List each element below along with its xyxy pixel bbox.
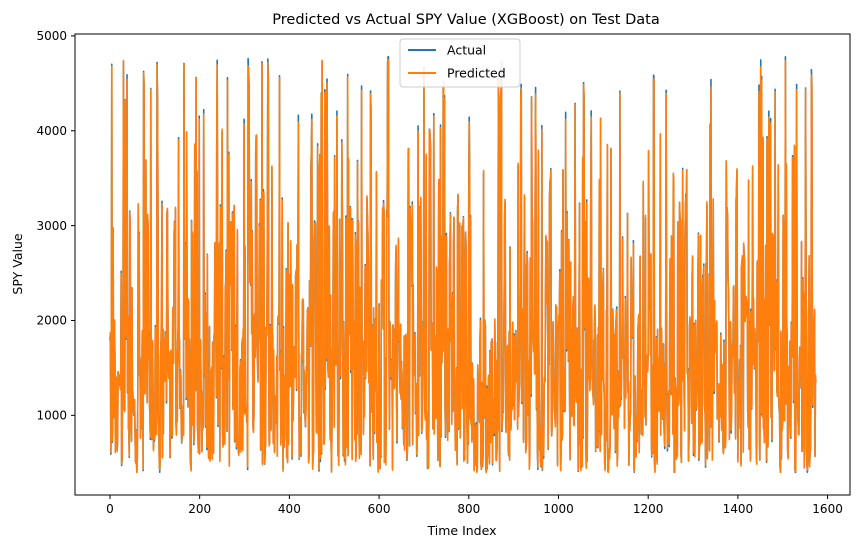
plot-area <box>74 33 851 496</box>
x-tick-label: 400 <box>278 502 301 516</box>
x-tick-label: 0 <box>106 502 114 516</box>
y-tick-label: 4000 <box>36 124 67 138</box>
y-axis-ticks: 1000 2000 3000 4000 5000 <box>36 29 75 423</box>
x-tick-label: 800 <box>457 502 480 516</box>
legend: Actual Predicted <box>399 38 521 88</box>
y-tick-label: 1000 <box>36 409 67 423</box>
legend-label-actual: Actual <box>447 43 486 58</box>
x-tick-label: 1000 <box>543 502 574 516</box>
x-tick-label: 200 <box>188 502 211 516</box>
x-tick-label: 1400 <box>723 502 754 516</box>
x-axis-label: Time Index <box>427 523 497 538</box>
y-tick-label: 2000 <box>36 314 67 328</box>
x-tick-label: 1600 <box>812 502 843 516</box>
x-tick-label: 1200 <box>633 502 664 516</box>
chart-title: Predicted vs Actual SPY Value (XGBoost) … <box>272 12 659 28</box>
x-tick-label: 600 <box>368 502 391 516</box>
series-line-predicted <box>109 58 817 474</box>
legend-label-predicted: Predicted <box>447 66 506 81</box>
y-axis-label: SPY Value <box>10 233 25 294</box>
y-tick-label: 5000 <box>36 29 67 43</box>
x-axis-ticks: 0 200 400 600 800 1000 1200 1400 1600 <box>106 495 843 516</box>
plot-frame <box>74 33 851 496</box>
y-tick-label: 3000 <box>36 219 67 233</box>
series-layer <box>109 55 817 474</box>
